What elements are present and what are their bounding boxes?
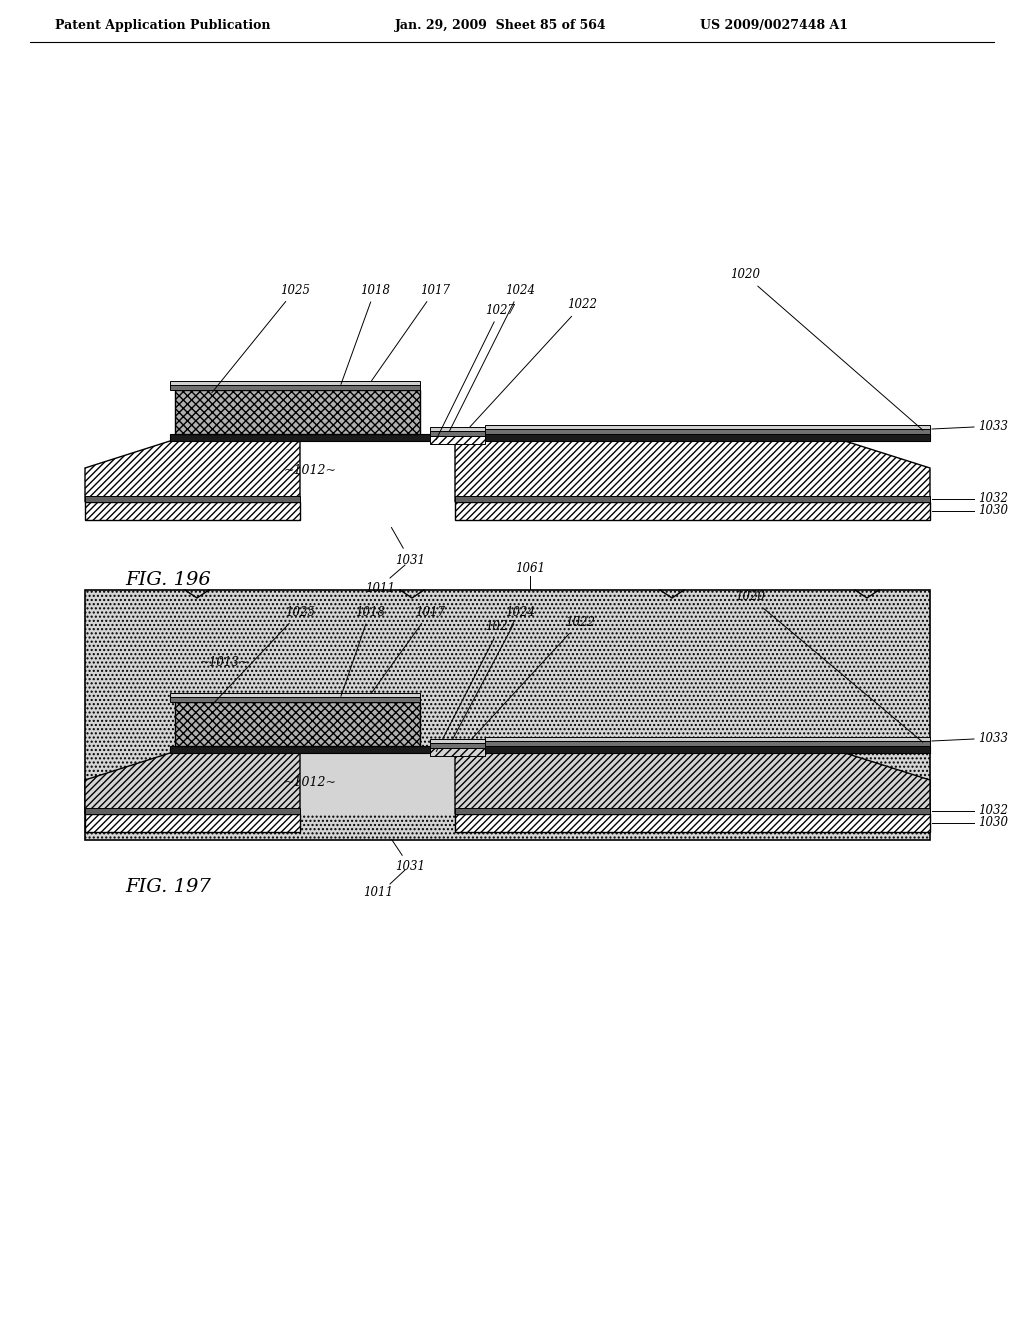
Text: ~1012~: ~1012~ xyxy=(284,463,337,477)
Bar xyxy=(170,693,420,697)
Bar xyxy=(170,746,930,752)
Text: 1024: 1024 xyxy=(450,284,535,432)
Text: 1027: 1027 xyxy=(436,304,515,440)
Polygon shape xyxy=(85,752,300,814)
Text: ~1013~: ~1013~ xyxy=(200,656,250,668)
Bar xyxy=(430,432,485,436)
Bar xyxy=(85,814,300,832)
Bar xyxy=(85,590,930,840)
Bar xyxy=(170,697,420,702)
Bar xyxy=(485,746,930,752)
Bar xyxy=(175,389,420,434)
Polygon shape xyxy=(85,441,300,502)
Text: 1025: 1025 xyxy=(212,284,310,393)
Bar xyxy=(485,429,930,434)
Text: 1061: 1061 xyxy=(515,561,545,574)
Text: FIG. 196: FIG. 196 xyxy=(125,572,211,589)
Text: 1024: 1024 xyxy=(450,606,535,746)
Text: 1030: 1030 xyxy=(978,504,1008,517)
Text: Patent Application Publication: Patent Application Publication xyxy=(55,18,270,32)
Text: US 2009/0027448 A1: US 2009/0027448 A1 xyxy=(700,18,848,32)
Bar xyxy=(430,748,485,756)
Bar xyxy=(485,434,930,441)
Bar xyxy=(430,743,485,748)
Text: 1022: 1022 xyxy=(470,298,597,426)
Bar xyxy=(85,496,300,502)
Bar xyxy=(455,502,930,520)
Bar xyxy=(455,808,930,814)
Text: 1027: 1027 xyxy=(436,620,515,751)
Text: 1032: 1032 xyxy=(978,804,1008,817)
Bar xyxy=(485,741,930,746)
Text: FIG. 197: FIG. 197 xyxy=(125,878,211,896)
Bar xyxy=(85,502,300,520)
Bar xyxy=(170,385,420,389)
Text: ~1012~: ~1012~ xyxy=(284,776,337,788)
Bar xyxy=(170,434,930,441)
Bar xyxy=(300,752,455,814)
Bar xyxy=(430,426,485,432)
Polygon shape xyxy=(455,441,930,502)
Text: 1031: 1031 xyxy=(391,840,425,874)
Bar xyxy=(175,702,420,746)
Text: 1020: 1020 xyxy=(730,268,923,430)
Text: 1017: 1017 xyxy=(372,606,445,693)
Polygon shape xyxy=(455,752,930,814)
Text: 1031: 1031 xyxy=(391,528,425,566)
Text: 1033: 1033 xyxy=(978,733,1008,746)
Text: 1033: 1033 xyxy=(978,421,1008,433)
Text: 1032: 1032 xyxy=(978,492,1008,506)
Text: 1011: 1011 xyxy=(365,582,395,594)
Text: 1011: 1011 xyxy=(362,886,393,899)
Text: Jan. 29, 2009  Sheet 85 of 564: Jan. 29, 2009 Sheet 85 of 564 xyxy=(395,18,606,32)
Text: 1030: 1030 xyxy=(978,817,1008,829)
Text: 1018: 1018 xyxy=(341,284,390,384)
Bar xyxy=(170,381,420,385)
Text: 1020: 1020 xyxy=(735,590,923,742)
Bar xyxy=(430,739,485,743)
Bar xyxy=(485,737,930,741)
Bar xyxy=(430,436,485,444)
Bar xyxy=(455,496,930,502)
Bar xyxy=(485,425,930,429)
Bar xyxy=(455,814,930,832)
Text: 1017: 1017 xyxy=(372,284,450,380)
Bar xyxy=(85,808,300,814)
Text: 1025: 1025 xyxy=(212,606,315,705)
Text: 1018: 1018 xyxy=(341,606,385,697)
Text: 1022: 1022 xyxy=(470,615,595,741)
